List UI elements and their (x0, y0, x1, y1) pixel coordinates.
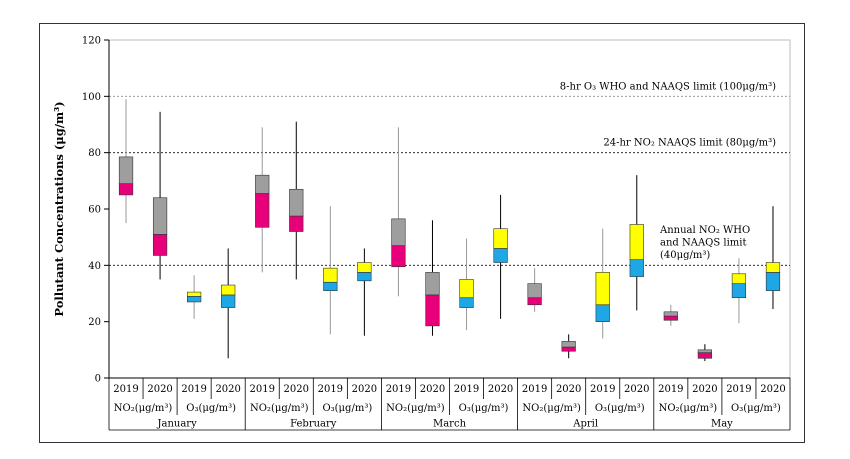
x-year-label: 2020 (420, 384, 445, 395)
box-upper-quartile (255, 174, 270, 194)
y-tick-label: 120 (82, 36, 101, 47)
x-year-label: 2020 (488, 384, 513, 395)
box-upper-quartile (152, 197, 168, 235)
box-upper-quartile (425, 272, 440, 296)
x-pollutant-label: O₃(μg/m³) (595, 403, 645, 414)
x-year-label: 2019 (318, 384, 343, 395)
box-lower-quartile (152, 234, 168, 256)
box-upper-quartile (118, 156, 134, 184)
box-lower-quartile (459, 297, 474, 308)
box-lower-quartile (561, 346, 576, 352)
y-tick-label: 0 (95, 374, 101, 385)
reference-label-line: Annual NO₂ WHO (659, 225, 750, 236)
x-pollutant-label: NO₂(μg/m³) (659, 403, 718, 414)
box-lower-quartile (221, 294, 236, 308)
x-year-label: 2019 (658, 384, 683, 395)
box-upper-quartile (323, 267, 338, 283)
x-year-label: 2020 (760, 384, 785, 395)
y-tick-label: 40 (88, 261, 101, 272)
x-year-label: 2020 (352, 384, 377, 395)
box-upper-quartile (493, 228, 508, 249)
x-pollutant-label: NO₂(μg/m³) (386, 403, 445, 414)
x-year-label: 2020 (624, 384, 649, 395)
x-year-label: 2019 (590, 384, 615, 395)
label-layer: 8-hr O₃ WHO and NAAQS limit (100μg/m³) 24… (113, 81, 785, 429)
box-lower-quartile (391, 245, 406, 268)
x-month-label: January (156, 419, 197, 430)
box-lower-quartile (629, 259, 644, 277)
x-pollutant-label: O₃(μg/m³) (731, 403, 781, 414)
box-lower-quartile (323, 281, 338, 291)
box-lower-quartile (118, 183, 134, 196)
x-month-label: April (572, 419, 598, 430)
reference-label-line: (40μg/m³) (660, 250, 710, 261)
x-year-label: 2019 (386, 384, 411, 395)
x-pollutant-label: NO₂(μg/m³) (114, 403, 173, 414)
x-year-label: 2019 (726, 384, 751, 395)
box-lower-quartile (731, 283, 747, 299)
x-pollutant-label: NO₂(μg/m³) (522, 403, 581, 414)
x-month-label: March (433, 419, 467, 430)
axis-layer: 0 20 40 60 80 100 120 Pollutant Concentrations … (52, 36, 791, 431)
box-upper-quartile (629, 224, 644, 261)
box-lower-quartile (595, 304, 610, 322)
box-upper-quartile (357, 262, 372, 273)
x-year-label: 2019 (454, 384, 479, 395)
x-year-label: 2020 (284, 384, 309, 395)
box-lower-quartile (527, 297, 542, 306)
x-pollutant-label: O₃(μg/m³) (186, 403, 236, 414)
x-year-label: 2019 (249, 384, 274, 395)
box-upper-quartile (561, 341, 576, 348)
box-lower-quartile (663, 315, 678, 321)
box-upper-quartile (289, 188, 304, 217)
box-upper-quartile (459, 279, 474, 299)
x-pollutant-label: NO₂(μg/m³) (250, 403, 309, 414)
x-year-label: 2019 (522, 384, 547, 395)
x-year-label: 2020 (692, 384, 717, 395)
box-layer (118, 99, 781, 362)
y-tick-label: 20 (88, 317, 101, 328)
box-lower-quartile (357, 272, 372, 282)
box-lower-quartile (493, 248, 508, 263)
y-tick-label: 80 (88, 148, 101, 159)
box-lower-quartile (765, 272, 781, 291)
box-upper-quartile (391, 218, 406, 246)
x-year-label: 2019 (181, 384, 206, 395)
box-lower-quartile (289, 215, 304, 232)
box-upper-quartile (595, 272, 610, 306)
x-month-label: May (711, 419, 733, 430)
box-lower-quartile (425, 294, 440, 327)
x-year-label: 2019 (113, 384, 138, 395)
x-year-label: 2020 (147, 384, 172, 395)
box-upper-quartile (187, 291, 202, 297)
x-pollutant-label: O₃(μg/m³) (459, 403, 509, 414)
reference-label-line: and NAAQS limit (660, 238, 747, 249)
x-month-label: February (290, 419, 337, 430)
reference-label: 24-hr NO₂ NAAQS limit (80μg/m³) (603, 138, 776, 149)
box-upper-quartile (731, 273, 747, 284)
x-year-label: 2020 (215, 384, 240, 395)
x-year-label: 2020 (556, 384, 581, 395)
y-axis-title: Pollutant Concentrations (μg/m³) (52, 101, 66, 316)
box-lower-quartile (255, 193, 270, 228)
box-upper-quartile (221, 284, 236, 296)
box-lower-quartile (697, 352, 712, 359)
box-lower-quartile (187, 296, 202, 303)
box-upper-quartile (697, 349, 712, 353)
x-pollutant-label: O₃(μg/m³) (322, 403, 372, 414)
reference-label: 8-hr O₃ WHO and NAAQS limit (100μg/m³) (560, 81, 776, 92)
box-upper-quartile (765, 262, 781, 273)
box-upper-quartile (527, 283, 542, 299)
y-tick-label: 60 (88, 205, 101, 216)
box-upper-quartile (663, 311, 678, 317)
y-tick-label: 100 (82, 92, 101, 103)
